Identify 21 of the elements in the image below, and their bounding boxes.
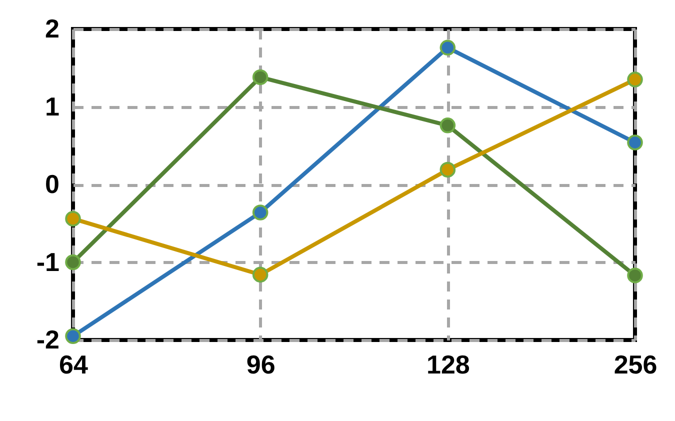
y-tick-label: -1 (36, 246, 60, 277)
y-tick-label: 2 (45, 14, 60, 44)
point (252, 266, 268, 283)
point (65, 328, 81, 344)
x-tick-label: 64 (59, 350, 88, 380)
point (440, 40, 456, 56)
point (627, 72, 643, 88)
point (627, 268, 643, 284)
point (440, 118, 456, 134)
y-tick-label: -2 (36, 324, 60, 354)
point (252, 69, 268, 86)
point (65, 210, 81, 227)
point (627, 134, 643, 150)
y-tick-label: 0 (45, 169, 60, 199)
x-tick-label: 256 (614, 350, 658, 380)
point (65, 254, 81, 270)
point (252, 204, 268, 220)
y-tick-label: 1 (45, 91, 60, 122)
x-tick-label: 96 (246, 350, 276, 380)
x-tick-label: 128 (426, 350, 470, 380)
point (440, 162, 456, 178)
